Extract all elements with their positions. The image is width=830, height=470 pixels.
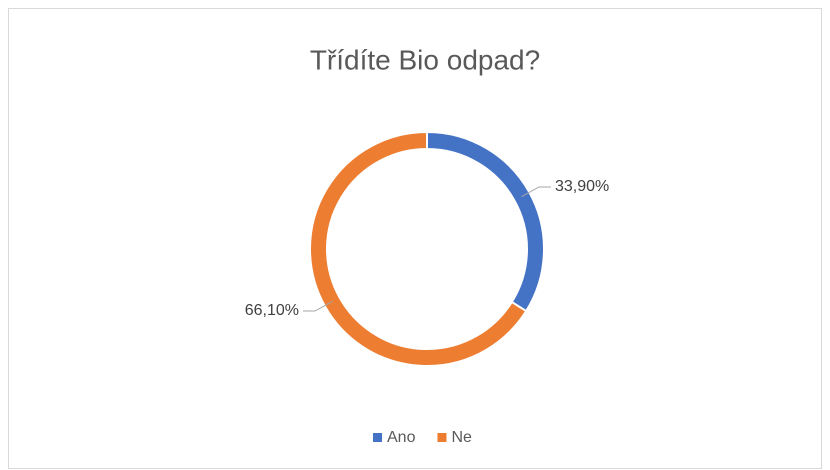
leader-line bbox=[521, 186, 551, 198]
donut-segment bbox=[309, 130, 528, 367]
chart-title: Třídíte Bio odpad? bbox=[310, 44, 540, 75]
legend-label: Ano bbox=[387, 429, 416, 446]
legend-label: Ne bbox=[451, 429, 472, 446]
data-label: 33,90% bbox=[555, 178, 609, 195]
legend-swatch bbox=[373, 433, 382, 442]
legend-swatch bbox=[437, 433, 447, 442]
data-label: 66,10% bbox=[245, 302, 299, 319]
chart-border bbox=[8, 8, 822, 469]
leader-line bbox=[303, 300, 333, 312]
